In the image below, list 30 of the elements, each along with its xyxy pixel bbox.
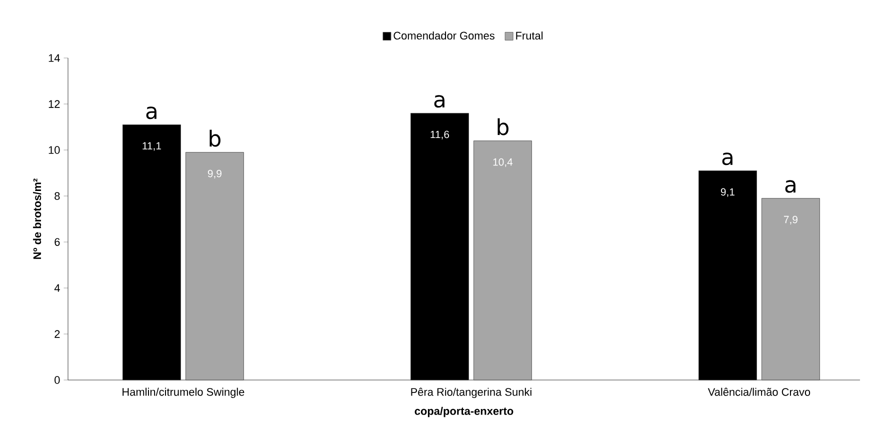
data-label: 10,4 [493,158,513,167]
y-tick-label: 10 [48,146,60,154]
y-axis-title: Nº de brotos/m² [33,178,42,259]
annotation: a [146,106,156,120]
y-tick-label: 12 [48,100,60,108]
annotation: a [785,180,796,193]
y-tick-label: 4 [54,284,60,292]
y-tick-label: 14 [48,54,60,62]
x-tick-label: Hamlin/citrumelo Swingle [122,388,244,398]
data-label: 7,9 [784,216,798,224]
legend-label: Frutal [516,32,543,40]
bar [762,198,820,380]
data-label: 11,1 [142,142,161,151]
y-tick-label: 6 [54,238,60,246]
annotation: a [722,152,732,166]
annotation: b [210,130,220,147]
bar [186,152,244,380]
data-label: 9,1 [720,188,734,197]
legend-label: Comendador Gomes [394,32,494,40]
y-tick-label: 2 [54,330,60,338]
bar [474,140,532,380]
annotation: b [498,118,508,136]
y-tick-label: 0 [54,376,60,384]
data-label: 11,6 [430,130,450,140]
x-tick-label: Valência/limão Cravo [708,388,810,396]
annotation: a [434,95,444,108]
x-tick-label: Pêra Rio/tangerina Sunki [411,388,532,398]
y-tick-label: 8 [54,192,60,200]
x-axis-title: copa/porta-enxerto [414,406,514,418]
data-label: 9,9 [208,170,222,178]
